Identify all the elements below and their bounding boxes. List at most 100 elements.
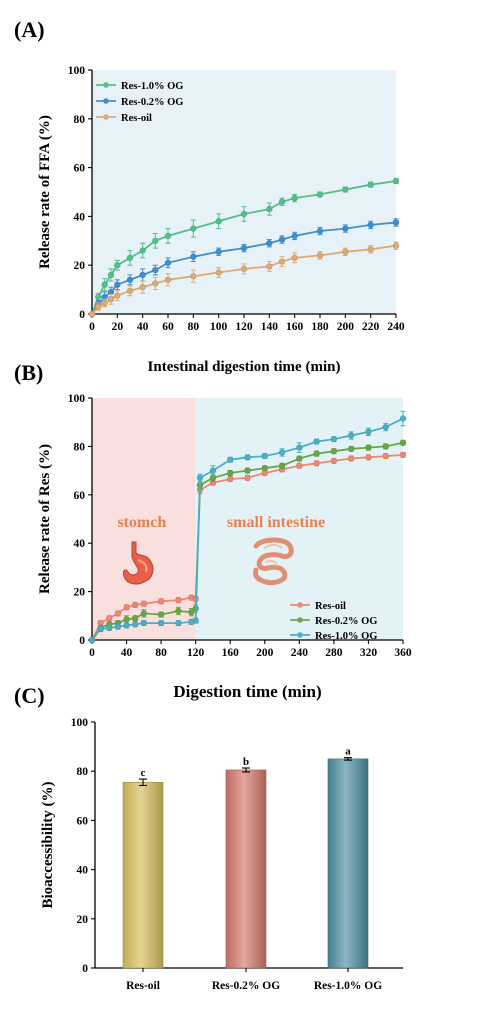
data-point <box>215 218 222 225</box>
x-tick-label: Res-oil <box>126 980 160 992</box>
data-point <box>158 619 165 627</box>
data-point <box>126 287 134 294</box>
data-point <box>399 439 407 446</box>
data-point <box>175 596 182 604</box>
series-2 <box>88 410 407 644</box>
data-point <box>192 617 199 624</box>
data-point <box>152 266 159 274</box>
data-point <box>88 636 96 644</box>
x-tick-label: 60 <box>162 321 174 333</box>
data-point <box>126 276 134 283</box>
data-point <box>313 438 320 445</box>
data-point <box>382 423 389 431</box>
data-point <box>316 191 324 198</box>
y-tick-label: 60 <box>77 815 89 827</box>
data-point <box>196 474 204 481</box>
series-2 <box>88 241 400 318</box>
data-point <box>152 280 159 287</box>
data-point <box>106 615 113 622</box>
data-point <box>342 186 349 193</box>
data-point <box>139 247 146 254</box>
data-point <box>365 428 372 435</box>
data-point <box>101 299 108 307</box>
data-point <box>316 252 324 259</box>
x-tick-label: 80 <box>155 647 167 659</box>
x-tick-label: 160 <box>286 321 304 333</box>
series-0 <box>88 451 407 644</box>
data-point <box>367 181 374 188</box>
y-tick-label: 0 <box>79 309 85 321</box>
data-point <box>266 205 273 213</box>
x-tick-label: 40 <box>137 321 149 333</box>
data-point <box>278 236 286 243</box>
data-point <box>215 269 222 276</box>
x-tick-label: 220 <box>362 321 380 333</box>
intestine-shape <box>253 537 294 585</box>
chart-0: (A) 0 20 40 60 80 100 120 140 160 180 200 220 240 0 20 4… <box>14 17 405 375</box>
x-tick-label: 200 <box>256 647 274 659</box>
data-point <box>266 263 273 270</box>
data-point <box>278 258 286 265</box>
data-point <box>313 460 320 467</box>
data-point <box>114 623 122 630</box>
bar <box>327 758 369 969</box>
data-point <box>132 621 139 628</box>
data-point <box>278 449 286 456</box>
data-point <box>95 303 102 310</box>
data-point <box>240 210 248 218</box>
data-point <box>365 444 372 451</box>
legend-marker <box>297 617 303 623</box>
y-tick-label: 100 <box>71 717 89 729</box>
data-point <box>291 232 298 240</box>
data-point <box>158 611 165 618</box>
data-point <box>316 227 324 235</box>
data-point <box>139 271 146 279</box>
data-point <box>158 598 165 605</box>
x-tick-label: 140 <box>261 321 279 333</box>
legend-marker <box>297 602 303 608</box>
data-point <box>97 626 104 633</box>
legend: Res-oil Res-0.2% OG Res-1.0% OG <box>290 601 377 642</box>
legend-marker <box>103 114 109 120</box>
x-tick-label: 0 <box>89 647 95 659</box>
x-tick-label: 240 <box>387 321 405 333</box>
data-point <box>348 445 355 452</box>
x-tick-label: 160 <box>222 647 240 659</box>
data-point <box>342 225 349 232</box>
data-point <box>348 432 355 439</box>
data-point <box>399 415 407 422</box>
x-tick-label: 320 <box>360 647 378 659</box>
chart-2: (C) 0 20 40 60 80 100 c Res-oil b Res-0.2% OG a Res-… <box>14 683 403 992</box>
data-point <box>382 443 389 450</box>
x-tick-label: 120 <box>235 321 253 333</box>
bar <box>225 769 267 969</box>
panel-label: (B) <box>14 360 43 385</box>
data-point <box>209 467 217 474</box>
x-tick-label: 80 <box>188 321 200 333</box>
data-point <box>278 462 286 469</box>
data-point <box>382 452 389 460</box>
legend-entry: Res-0.2% OG <box>121 97 183 108</box>
y-axis-title: Bioaccessibility (%) <box>40 781 56 908</box>
y-axis-title: Release rate of Res (%) <box>37 444 53 594</box>
legend-marker <box>297 632 303 638</box>
data-point <box>367 246 374 253</box>
legend-marker <box>103 82 109 88</box>
data-point <box>240 265 248 272</box>
x-tick-label: 0 <box>89 321 95 333</box>
x-tick-label: 100 <box>210 321 228 333</box>
y-tick-label: 80 <box>74 114 86 126</box>
significance-letter: b <box>243 756 249 768</box>
region-1 <box>195 398 403 640</box>
legend-entry: Res-0.2% OG <box>315 616 377 627</box>
y-tick-label: 20 <box>74 587 86 599</box>
data-point <box>164 276 172 283</box>
data-point <box>95 293 102 301</box>
data-point <box>123 604 130 611</box>
x-axis-title: Intestinal digestion time (min) <box>148 359 341 375</box>
data-point <box>278 198 286 205</box>
data-point <box>291 195 298 202</box>
data-point <box>152 237 159 244</box>
data-point <box>296 455 303 462</box>
x-tick-label: Res-0.2% OG <box>212 980 280 992</box>
